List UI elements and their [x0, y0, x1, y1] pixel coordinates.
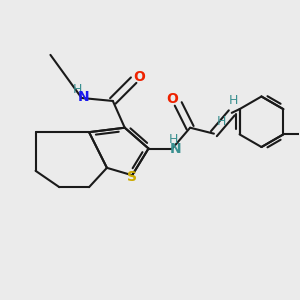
- Text: O: O: [133, 70, 145, 84]
- Text: S: S: [127, 170, 137, 184]
- Text: H: H: [73, 83, 82, 96]
- Text: N: N: [170, 142, 182, 156]
- Text: H: H: [169, 133, 178, 146]
- Text: O: O: [166, 92, 178, 106]
- Text: N: N: [77, 90, 89, 104]
- Text: H: H: [229, 94, 238, 107]
- Text: H: H: [217, 115, 226, 128]
